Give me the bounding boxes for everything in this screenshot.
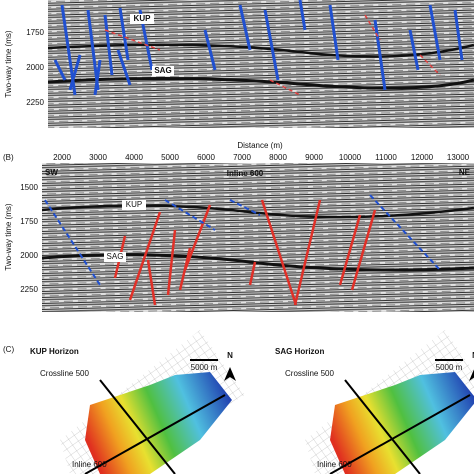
panel-letter: (B) xyxy=(3,153,14,162)
x-tick-label: 8000 xyxy=(269,153,287,162)
x-tick-label: 13000 xyxy=(447,153,470,162)
x-tick-label: 6000 xyxy=(197,153,215,162)
x-tick-label: 2000 xyxy=(53,153,71,162)
seismic-section-b xyxy=(42,163,474,312)
x-tick-label: 10000 xyxy=(339,153,362,162)
x-tick-label: 7000 xyxy=(233,153,251,162)
x-tick-label: 11000 xyxy=(375,153,397,162)
x-axis-label: Distance (m) xyxy=(237,141,283,150)
y-tick-label: 2000 xyxy=(20,251,38,260)
line-label: Inline 600 xyxy=(72,460,107,469)
north-label: N xyxy=(227,351,233,360)
y-tick-label: 2250 xyxy=(20,285,38,294)
y-tick-label: 1750 xyxy=(26,28,44,37)
north-label: N xyxy=(472,351,474,360)
direction-label: SW xyxy=(45,168,58,177)
direction-label: NE xyxy=(459,168,471,177)
x-tick-label: 12000 xyxy=(411,153,434,162)
line-label: Inline 600 xyxy=(317,460,352,469)
section-line xyxy=(329,379,471,474)
horizon-map: SAG Horizon Crossline 500 Inline 600 5000 m… xyxy=(275,330,474,474)
y-tick-label: 2250 xyxy=(26,98,44,107)
seismic-section-a xyxy=(48,0,474,128)
horizon-map: KUP Horizon Crossline 500 Inline 600 5000 m… xyxy=(30,330,245,474)
y-axis-label: Two-way time (ms) xyxy=(4,30,13,97)
horizon-label: KUP xyxy=(126,200,142,209)
scale-label: 5000 m xyxy=(436,363,463,372)
scale-label: 5000 m xyxy=(191,363,218,372)
line-label: Crossline 500 xyxy=(285,369,334,378)
x-tick-label: 4000 xyxy=(125,153,143,162)
section-line xyxy=(84,379,226,474)
map-title: KUP Horizon xyxy=(30,347,79,356)
line-label: Crossline 500 xyxy=(40,369,89,378)
map-title: SAG Horizon xyxy=(275,347,324,356)
x-tick-label: 5000 xyxy=(161,153,179,162)
section-title: Inline 600 xyxy=(227,169,264,178)
y-axis-label: Two-way time (ms) xyxy=(4,203,13,270)
y-tick-label: 2000 xyxy=(26,63,44,72)
horizon-surface xyxy=(330,372,474,474)
horizon-label: SAG xyxy=(107,252,124,261)
panel-letter: (C) xyxy=(3,345,14,354)
x-tick-label: 9000 xyxy=(305,153,323,162)
north-arrow xyxy=(224,367,236,381)
y-tick-label: 1750 xyxy=(20,217,38,226)
x-tick-label: 3000 xyxy=(89,153,107,162)
horizon-label: SAG xyxy=(154,66,171,75)
north-arrow xyxy=(469,369,474,381)
horizon-surface xyxy=(85,372,232,474)
horizon-label: KUP xyxy=(134,14,152,23)
y-tick-label: 1500 xyxy=(26,0,44,2)
y-tick-label: 1500 xyxy=(20,183,38,192)
